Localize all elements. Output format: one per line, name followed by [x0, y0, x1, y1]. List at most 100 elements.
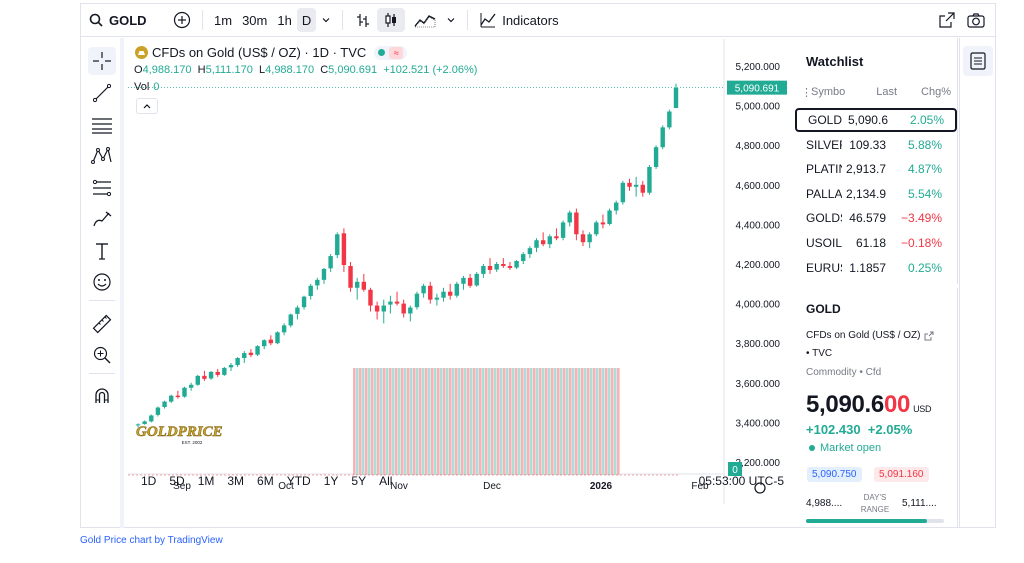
bars-icon — [357, 14, 370, 27]
candle-body — [142, 421, 147, 424]
indicators-button[interactable]: Indicators — [474, 8, 563, 32]
fullscreen-button[interactable] — [933, 8, 961, 32]
watchlist-last: 1.1857 — [849, 260, 886, 275]
measure-tool[interactable] — [88, 310, 116, 338]
last-price-badge — [727, 80, 787, 95]
watchlist-row[interactable]: SILVER 109.33 5.88% — [795, 133, 957, 157]
attribution-link[interactable]: Gold Price chart by TradingView — [80, 535, 223, 546]
candle-body — [394, 301, 400, 304]
volume-bar — [602, 368, 605, 475]
clock[interactable]: 05:53:00 UTC-5 — [698, 474, 784, 488]
volume-bar — [365, 368, 368, 475]
volume-badge — [728, 462, 742, 476]
watchlist-row[interactable]: GOLDSI 46.579 −3.49% — [795, 206, 957, 230]
candle-body — [301, 296, 307, 308]
candles-icon — [385, 13, 397, 27]
gold-symbol-icon — [135, 46, 148, 59]
volume-bar — [374, 368, 377, 475]
col-chg[interactable]: Chg% — [921, 86, 951, 98]
camera-icon — [967, 13, 985, 28]
volume-bar — [425, 368, 428, 475]
bid-price: 5,090.750 — [807, 467, 862, 482]
range-5d[interactable]: 5D — [169, 474, 185, 488]
interval-1h[interactable]: 1h — [277, 12, 292, 28]
zoom-in-tool[interactable] — [88, 341, 116, 369]
status-dot-icon — [809, 445, 815, 451]
volume-bar — [512, 368, 515, 475]
watchlist-last: 2,134.9 — [845, 186, 886, 201]
watchlist-row[interactable]: PLATINU2,913.7 4.87% — [795, 157, 957, 181]
volume-bar — [386, 368, 389, 475]
day-range-bar — [806, 519, 944, 523]
chart-pane[interactable]: 5,200.000 5,000.000 4,800.000 4,600.000 4,40… — [128, 39, 790, 528]
detail-change: +102.430 +2.05% — [806, 422, 913, 437]
compare-symbol-button[interactable] — [168, 8, 196, 32]
price-chart[interactable]: 5,200.000 5,000.000 4,800.000 4,600.000 4,40… — [128, 39, 790, 504]
volume-bar — [518, 368, 521, 475]
candle-body — [441, 291, 446, 298]
volume-bar — [596, 368, 599, 475]
range-3m[interactable]: 3M — [227, 474, 245, 488]
candle-body — [202, 375, 207, 379]
range-6m[interactable]: 6M — [257, 474, 274, 488]
volume-label: Vol — [134, 81, 150, 93]
watchlist-tab[interactable] — [963, 46, 993, 76]
area-chart-style-button[interactable] — [409, 8, 441, 32]
range-1y[interactable]: 1Y — [323, 474, 339, 488]
interval-1d[interactable]: D — [296, 8, 317, 32]
open-external-icon[interactable] — [924, 331, 934, 341]
volume-bar — [614, 368, 617, 475]
brush-icon — [93, 211, 112, 227]
chart-style-dropdown[interactable] — [441, 8, 461, 32]
candle-body — [281, 325, 287, 333]
fib-tool[interactable] — [88, 111, 116, 139]
range-all[interactable]: All — [379, 474, 393, 488]
volume-bar — [413, 368, 416, 475]
indicators-icon — [480, 13, 496, 28]
candle-body — [408, 307, 413, 314]
watchlist-row[interactable]: USOIL 61.18 −0.18% — [795, 231, 957, 255]
crosshair-tool[interactable] — [88, 47, 116, 75]
range-ytd[interactable]: YTD — [286, 474, 311, 488]
trend-line-tool[interactable] — [88, 79, 116, 107]
watchlist-row[interactable]: EURUSD 1.1857 0.25% — [795, 256, 957, 280]
time-tick-label: Oct — [278, 481, 294, 492]
volume-bar — [491, 368, 494, 475]
watchlist-change: 5.88% — [907, 137, 942, 152]
collapse-legend-button[interactable] — [136, 98, 158, 114]
col-symbol[interactable]: Symbo — [811, 86, 846, 98]
range-1d[interactable]: 1D — [141, 474, 157, 488]
candle-body — [614, 202, 619, 211]
price-tick-label: 5,200.000 — [736, 62, 781, 73]
volume-bar — [452, 368, 455, 475]
screenshot-button[interactable] — [961, 8, 991, 32]
range-1m[interactable]: 1M — [197, 474, 215, 488]
bar-chart-style-button[interactable] — [349, 8, 377, 32]
symbol-search[interactable]: GOLD — [81, 4, 186, 37]
candle-body — [627, 182, 632, 187]
forecast-tool[interactable] — [88, 174, 116, 202]
emoji-tool[interactable] — [88, 268, 116, 296]
interval-30m[interactable]: 30m — [242, 12, 268, 28]
candle-body — [361, 281, 367, 290]
candles-chart-style-button[interactable] — [377, 8, 406, 32]
time-tick-label: Dec — [483, 481, 501, 492]
magnet-tool[interactable] — [88, 382, 116, 410]
candle-body — [315, 279, 320, 286]
brush-tool[interactable] — [88, 205, 116, 233]
range-5y[interactable]: 5Y — [351, 474, 367, 488]
pattern-tool[interactable] — [88, 142, 116, 170]
magnet-icon — [95, 388, 109, 403]
text-tool[interactable] — [88, 237, 116, 265]
volume-bar — [428, 368, 431, 475]
detail-name[interactable]: CFDs on Gold (US$ / OZ) — [806, 330, 921, 341]
watchlist-row[interactable]: GOLD 5,090.6 2.05% — [795, 108, 957, 132]
interval-dropdown[interactable] — [316, 8, 336, 32]
gear-icon — [754, 482, 766, 494]
watchlist-row[interactable]: PALLAD2,134.9 5.54% — [795, 182, 957, 206]
interval-1m[interactable]: 1m — [214, 12, 233, 28]
volume-bar — [473, 368, 476, 475]
detail-price-tail: 00 — [883, 391, 911, 418]
candle-body — [461, 277, 466, 284]
col-last[interactable]: Last — [876, 86, 897, 98]
